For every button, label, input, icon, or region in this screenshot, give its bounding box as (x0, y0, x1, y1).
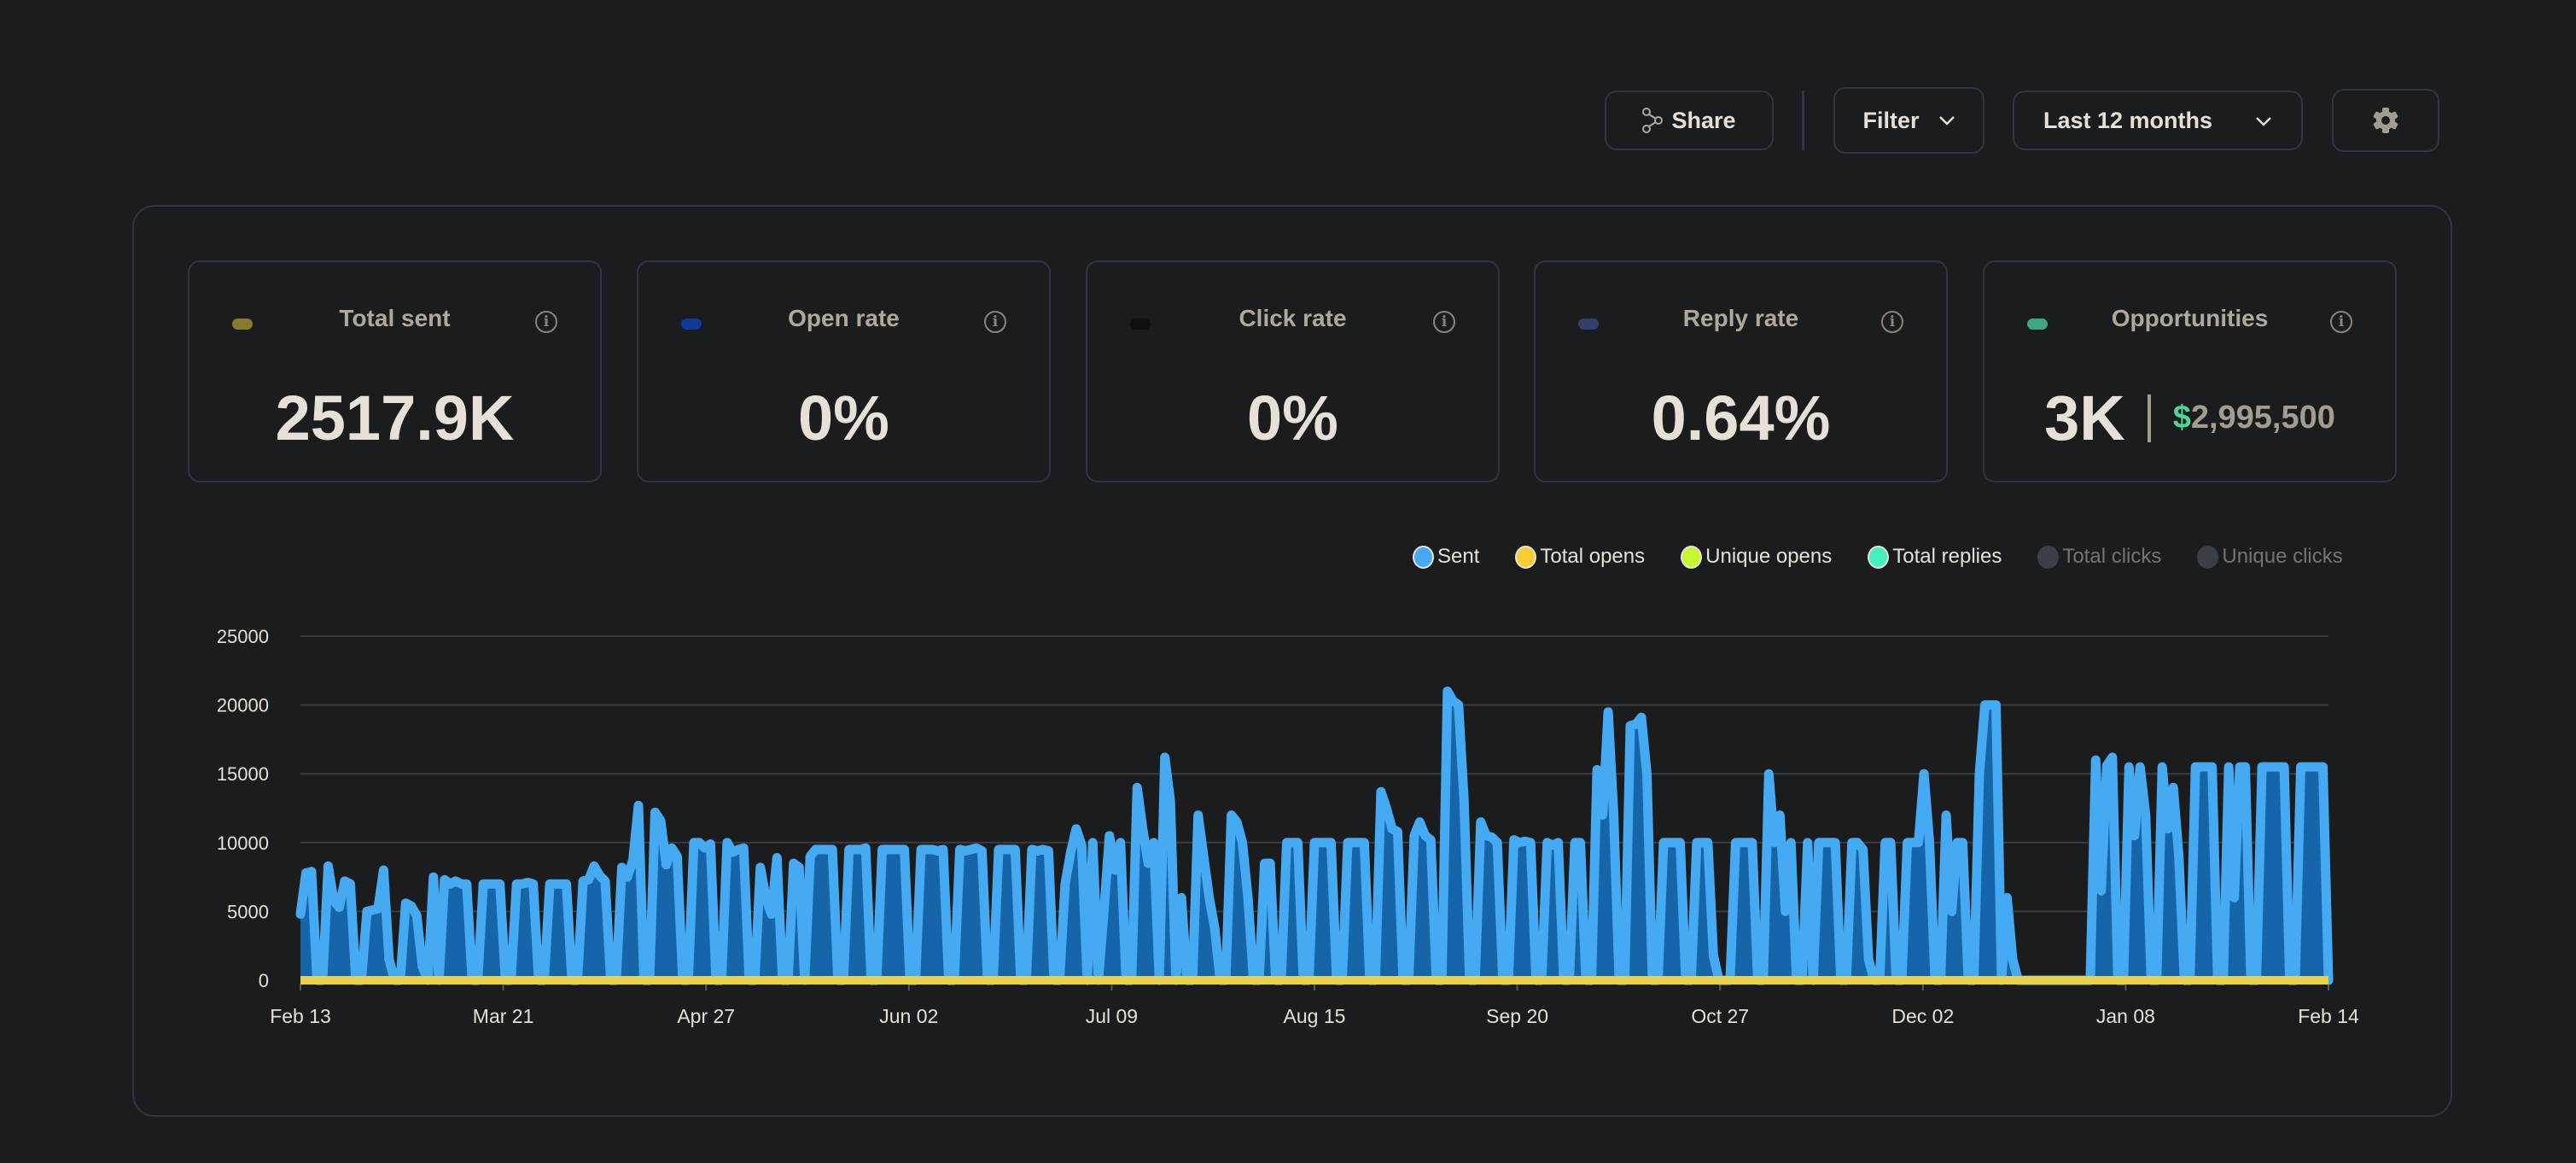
series-color-dot (2027, 319, 2048, 330)
y-tick-label: 5000 (227, 901, 269, 922)
x-tick-label: Sep 20 (1486, 1005, 1548, 1027)
analytics-panel (132, 205, 2452, 1117)
toolbar-divider (1802, 91, 1804, 150)
legend-swatch (2037, 545, 2060, 569)
x-tick-label: Dec 02 (1891, 1005, 1954, 1027)
filter-dropdown[interactable]: Filter (1833, 87, 1984, 154)
series-color-dot (1578, 319, 1599, 330)
x-tick-label: Aug 15 (1284, 1005, 1346, 1027)
info-icon[interactable]: i (1433, 311, 1455, 333)
legend-item-sent[interactable]: Sent (1413, 545, 1479, 569)
series-color-dot (681, 319, 702, 330)
y-tick-label: 0 (259, 970, 269, 991)
info-icon[interactable]: i (2330, 311, 2352, 333)
chevron-down-icon (2255, 116, 2272, 126)
x-tick-label: Oct 27 (1691, 1005, 1749, 1027)
opportunities-value: $2,995,500 (2173, 400, 2335, 436)
x-tick-label: Jul 09 (1086, 1005, 1138, 1027)
legend-swatch (1413, 545, 1434, 569)
card-value: 0.64% (1651, 383, 1831, 453)
metric-card-reply-rate[interactable]: Reply rate i 0.64% (1534, 260, 1948, 482)
legend-label: Sent (1437, 545, 1480, 568)
legend-swatch (1868, 545, 1890, 569)
card-title: Open rate (788, 305, 900, 331)
legend-item-total-replies[interactable]: Total replies (1868, 545, 2002, 569)
y-tick-label: 20000 (217, 695, 269, 716)
opportunities-count: 3K (2044, 383, 2125, 453)
x-tick-label: Feb 13 (270, 1005, 331, 1027)
legend-item-unique-clicks[interactable]: Unique clicks (2197, 545, 2343, 569)
info-icon[interactable]: i (1881, 311, 1903, 333)
y-tick-label: 25000 (217, 626, 269, 647)
series-color-dot (232, 319, 253, 330)
legend-label: Total replies (1892, 545, 2002, 568)
x-tick-label: Jun 02 (879, 1005, 938, 1027)
legend-item-total-clicks[interactable]: Total clicks (2037, 545, 2161, 569)
y-tick-label: 15000 (217, 763, 269, 785)
card-title: Total sent (339, 305, 451, 331)
sent-area-fill (300, 691, 2328, 980)
currency-symbol: $ (2172, 400, 2191, 435)
x-tick-label: Mar 21 (473, 1005, 534, 1027)
card-value: 0% (798, 383, 889, 453)
y-tick-label: 10000 (217, 833, 269, 854)
metric-card-total-sent[interactable]: Total sent i 2517.9K (188, 260, 602, 482)
chart-legend: Sent Total opens Unique opens Total repl… (1413, 545, 2379, 569)
card-value: 3K $2,995,500 (1984, 382, 2395, 454)
settings-button[interactable] (2332, 89, 2439, 152)
legend-label: Unique clicks (2222, 545, 2343, 568)
card-value: 0% (1247, 383, 1338, 453)
legend-swatch (2197, 545, 2219, 569)
value-separator (2147, 394, 2151, 442)
share-button[interactable]: Share (1605, 91, 1774, 150)
chevron-down-icon (1938, 115, 1955, 126)
date-range-dropdown[interactable]: Last 12 months (2013, 91, 2303, 150)
x-tick-label: Jan 08 (2096, 1005, 2155, 1027)
legend-label: Total clicks (2062, 545, 2162, 568)
metric-card-click-rate[interactable]: Click rate i 0% (1086, 260, 1500, 482)
x-tick-label: Apr 27 (677, 1005, 735, 1027)
metric-card-opportunities[interactable]: Opportunities i 3K $2,995,500 (1983, 260, 2397, 482)
legend-item-total-opens[interactable]: Total opens (1515, 545, 1645, 569)
gear-icon (2371, 106, 2400, 135)
info-icon[interactable]: i (535, 311, 557, 333)
legend-swatch (1681, 545, 1703, 569)
sent-series-line (295, 687, 2334, 985)
opportunities-amount: 2,995,500 (2190, 400, 2335, 435)
share-nodes-icon (1642, 108, 1664, 133)
legend-item-unique-opens[interactable]: Unique opens (1681, 545, 1832, 569)
card-value: 2517.9K (275, 383, 515, 453)
metric-card-open-rate[interactable]: Open rate i 0% (637, 260, 1051, 482)
legend-swatch (1515, 545, 1537, 569)
info-icon[interactable]: i (984, 311, 1006, 333)
legend-label: Total opens (1540, 545, 1646, 568)
series-color-dot (1130, 319, 1151, 330)
share-label: Share (1671, 107, 1736, 133)
legend-label: Unique opens (1705, 545, 1833, 568)
card-title: Reply rate (1682, 305, 1799, 331)
card-title: Opportunities (2111, 305, 2269, 331)
filter-label: Filter (1862, 107, 1920, 133)
card-title: Click rate (1238, 305, 1347, 331)
x-tick-label: Feb 14 (2298, 1005, 2359, 1027)
date-range-label: Last 12 months (2043, 107, 2213, 133)
